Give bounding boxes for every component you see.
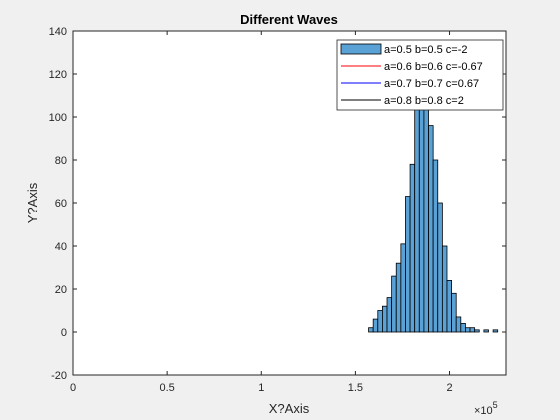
histogram-bar <box>438 203 443 332</box>
y-tick-label: 100 <box>49 112 67 124</box>
y-tick-label: -20 <box>51 370 67 382</box>
y-tick-label: 20 <box>55 284 67 296</box>
x-tick-label: 2 <box>446 382 452 394</box>
histogram-bar <box>378 311 383 333</box>
x-axis-label: X?Axis <box>269 401 310 416</box>
y-tick-label: 40 <box>55 241 67 253</box>
legend-swatch-patch <box>341 44 381 54</box>
y-tick-label: 0 <box>61 327 67 339</box>
histogram-bar <box>373 319 378 332</box>
x-tick-label: 1.5 <box>348 382 363 394</box>
histogram-bar <box>465 328 470 332</box>
histogram-bar <box>470 328 475 332</box>
histogram-bar <box>475 330 480 332</box>
legend-label: a=0.8 b=0.8 c=2 <box>384 95 464 107</box>
histogram-bar <box>429 126 434 332</box>
legend: a=0.5 b=0.5 c=-2 a=0.6 b=0.6 c=-0.67 a=0.7… <box>337 40 503 110</box>
y-tick-label: 80 <box>55 155 67 167</box>
legend-label: a=0.6 b=0.6 c=-0.67 <box>384 61 483 73</box>
chart-title: Different Waves <box>240 12 338 27</box>
x-tick-label: 0 <box>70 382 76 394</box>
y-tick-label: 140 <box>49 26 67 38</box>
histogram-bar <box>433 160 438 332</box>
histogram-bar <box>447 280 452 332</box>
histogram-bar <box>387 298 392 332</box>
histogram-bar <box>369 328 374 332</box>
histogram-bar <box>484 330 489 332</box>
histogram-bar <box>392 276 397 332</box>
y-tick-label: 120 <box>49 69 67 81</box>
histogram-bar <box>493 330 498 332</box>
legend-label: a=0.5 b=0.5 c=-2 <box>384 44 467 56</box>
x-tick-label: 1 <box>258 382 264 394</box>
histogram-bar <box>461 323 466 332</box>
y-axis-label: Y?Axis <box>25 182 40 223</box>
histogram-bar <box>456 317 461 332</box>
x-exponent-power: 5 <box>493 400 498 410</box>
histogram-bar <box>410 164 415 332</box>
histogram-bar <box>452 293 457 332</box>
x-tick-label: 0.5 <box>159 382 174 394</box>
histogram-bar <box>442 246 447 332</box>
histogram-bar <box>382 306 387 332</box>
histogram-bar <box>401 244 406 332</box>
y-tick-label: 60 <box>55 198 67 210</box>
histogram-bar <box>396 263 401 332</box>
histogram-bar <box>405 197 410 332</box>
histogram-bar <box>415 100 420 332</box>
legend-label: a=0.7 b=0.7 c=0.67 <box>384 78 479 90</box>
x-exponent-base: ×10 <box>474 405 493 417</box>
